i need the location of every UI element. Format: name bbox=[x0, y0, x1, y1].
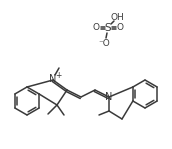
Text: O: O bbox=[116, 24, 123, 32]
Text: N: N bbox=[49, 74, 57, 84]
Text: ⁻O: ⁻O bbox=[98, 38, 110, 48]
Text: N: N bbox=[105, 92, 113, 102]
Text: O: O bbox=[93, 24, 99, 32]
Text: OH: OH bbox=[110, 13, 124, 21]
Text: +: + bbox=[55, 71, 62, 80]
Text: S: S bbox=[105, 23, 111, 33]
